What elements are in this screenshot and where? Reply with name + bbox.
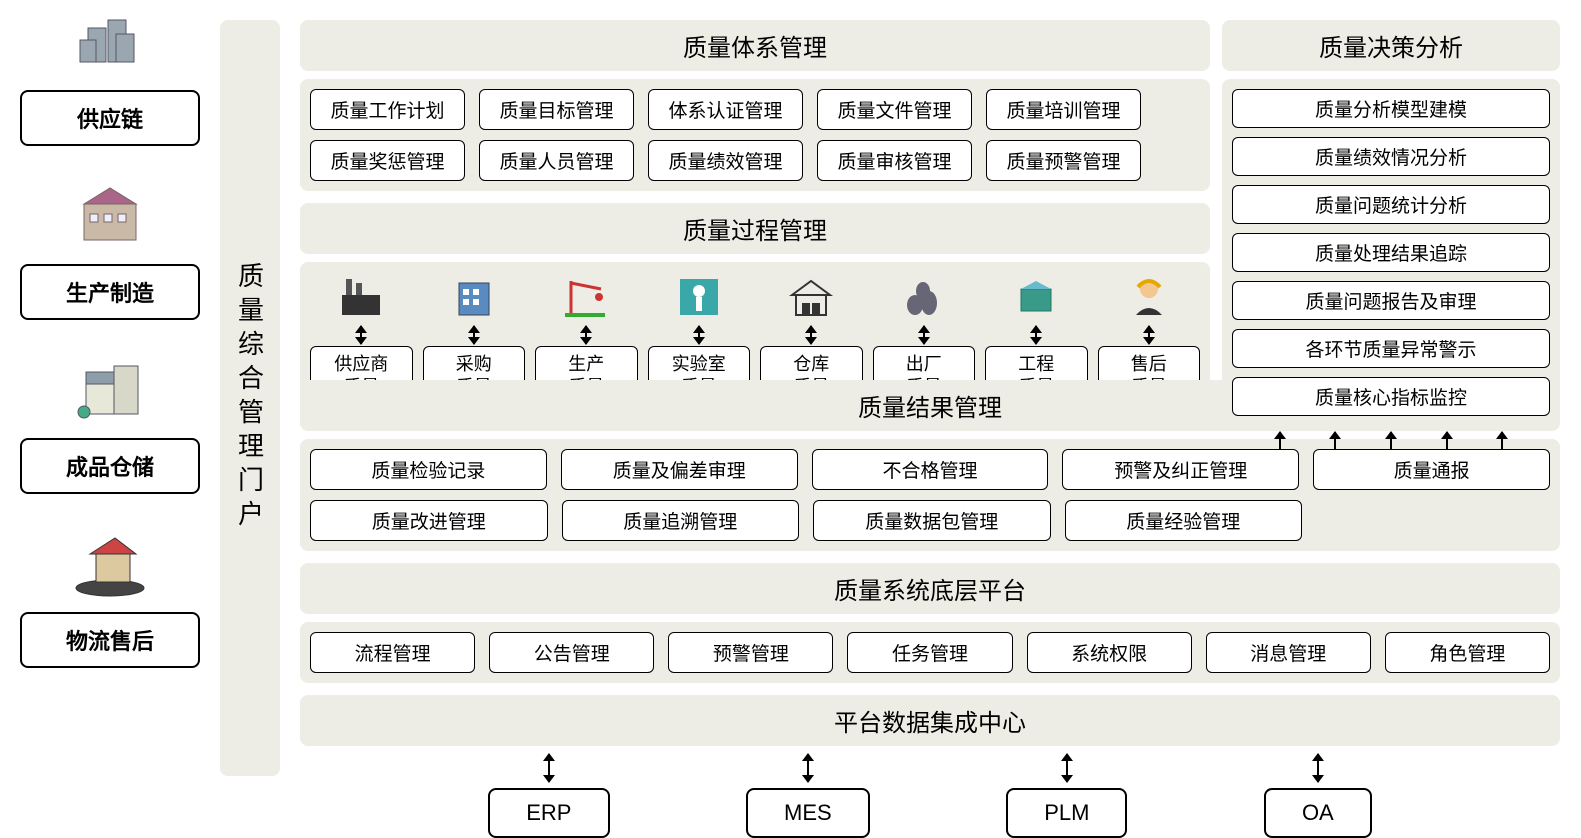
- parts-icon: [894, 272, 954, 322]
- arrow-up-icon: [1390, 432, 1392, 450]
- box-audit-mgmt: 质量审核管理: [817, 140, 972, 181]
- left-label-supply-chain: 供应链: [20, 90, 200, 146]
- package-icon: [1006, 272, 1066, 322]
- box-improve-mgmt: 质量改进管理: [310, 500, 548, 541]
- left-label-manufacturing: 生产制造: [20, 264, 200, 320]
- box-perf-mgmt: 质量绩效管理: [648, 140, 803, 181]
- arrow-up-icon: [1334, 432, 1336, 450]
- result-row-2: 质量改进管理 质量追溯管理 质量数据包管理 质量经验管理: [310, 500, 1302, 541]
- box-quality-target: 质量目标管理: [479, 89, 634, 130]
- warehouse-icon: [781, 272, 841, 322]
- buildings-cluster-icon: [70, 0, 150, 80]
- system-row-1: 质量工作计划 质量目标管理 体系认证管理 质量文件管理 质量培训管理: [310, 89, 1200, 130]
- box-quality-report: 质量通报: [1313, 449, 1550, 490]
- main-content: 质量体系管理 质量工作计划 质量目标管理 体系认证管理 质量文件管理 质量培训管…: [300, 20, 1210, 429]
- crane-icon: [556, 272, 616, 322]
- dec-anomaly-alert: 各环节质量异常警示: [1232, 329, 1550, 368]
- section-title-system-mgmt: 质量体系管理: [300, 20, 1210, 71]
- dec-issue-report: 质量问题报告及审理: [1232, 281, 1550, 320]
- arrow-up-icon: [1279, 432, 1281, 450]
- integ-mes: MES: [746, 754, 870, 838]
- integ-plm: PLM: [1006, 754, 1127, 838]
- left-item-supply-chain: 供应链: [20, 0, 200, 146]
- portal-label: 质量综合管理门户: [232, 262, 269, 534]
- section-title-process-mgmt: 质量过程管理: [300, 203, 1210, 254]
- portal-bar: 质量综合管理门户: [220, 20, 280, 776]
- microscope-icon: [669, 272, 729, 322]
- section-title-decision: 质量决策分析: [1222, 20, 1560, 71]
- integ-erp: ERP: [488, 754, 609, 838]
- integ-oa: OA: [1264, 754, 1372, 838]
- box-trace-mgmt: 质量追溯管理: [562, 500, 800, 541]
- left-item-manufacturing: 生产制造: [20, 174, 200, 320]
- dec-analysis-model: 质量分析模型建模: [1232, 89, 1550, 128]
- box-datapkg-mgmt: 质量数据包管理: [813, 500, 1051, 541]
- left-item-warehouse: 成品仓储: [20, 348, 200, 494]
- box-inspection-record: 质量检验记录: [310, 449, 547, 490]
- left-nav: 供应链 生产制造 成品仓储 物流售后: [20, 0, 200, 796]
- section-body-result-mgmt: 质量检验记录 质量及偏差审理 不合格管理 预警及纠正管理 质量通报 质量改进管理…: [300, 439, 1560, 551]
- dec-perf-analysis: 质量绩效情况分析: [1232, 137, 1550, 176]
- left-item-logistics: 物流售后: [20, 522, 200, 668]
- box-experience-mgmt: 质量经验管理: [1065, 500, 1303, 541]
- box-training-mgmt: 质量培训管理: [986, 89, 1141, 130]
- box-alert-mgmt: 质量预警管理: [986, 140, 1141, 181]
- decision-column: 质量决策分析 质量分析模型建模 质量绩效情况分析 质量问题统计分析 质量处理结果…: [1222, 20, 1560, 450]
- box-task-mgmt: 任务管理: [847, 632, 1012, 673]
- logistics-house-icon: [70, 522, 150, 602]
- arrow-up-icon: [1446, 432, 1448, 450]
- left-label-warehouse: 成品仓储: [20, 438, 200, 494]
- box-doc-mgmt: 质量文件管理: [817, 89, 972, 130]
- result-row-1: 质量检验记录 质量及偏差审理 不合格管理 预警及纠正管理 质量通报: [310, 449, 1550, 490]
- decision-arrows: [1222, 426, 1560, 450]
- left-label-logistics: 物流售后: [20, 612, 200, 668]
- section-body-platform: 流程管理 公告管理 预警管理 任务管理 系统权限 消息管理 角色管理: [300, 622, 1560, 683]
- section-body-system-mgmt: 质量工作计划 质量目标管理 体系认证管理 质量文件管理 质量培训管理 质量奖惩管…: [300, 79, 1210, 191]
- box-nonconformance: 不合格管理: [812, 449, 1049, 490]
- box-cert-mgmt: 体系认证管理: [648, 89, 803, 130]
- box-quality-work-plan: 质量工作计划: [310, 89, 465, 130]
- box-msg-mgmt: 消息管理: [1206, 632, 1371, 673]
- warehouse-building-icon: [70, 348, 150, 428]
- decision-list: 质量分析模型建模 质量绩效情况分析 质量问题统计分析 质量处理结果追踪 质量问题…: [1222, 79, 1560, 426]
- box-corrective-mgmt: 预警及纠正管理: [1062, 449, 1299, 490]
- box-flow-mgmt: 流程管理: [310, 632, 475, 673]
- dec-issue-stats: 质量问题统计分析: [1232, 185, 1550, 224]
- dec-kpi-monitor: 质量核心指标监控: [1232, 377, 1550, 416]
- box-sys-auth: 系统权限: [1027, 632, 1192, 673]
- box-role-mgmt: 角色管理: [1385, 632, 1550, 673]
- support-icon: [1119, 272, 1179, 322]
- box-reward-mgmt: 质量奖惩管理: [310, 140, 465, 181]
- section-title-platform: 质量系统底层平台: [300, 563, 1560, 614]
- factory-building-icon: [70, 174, 150, 254]
- platform-row: 流程管理 公告管理 预警管理 任务管理 系统权限 消息管理 角色管理: [310, 632, 1550, 673]
- box-warn-mgmt: 预警管理: [668, 632, 833, 673]
- section-title-integration: 平台数据集成中心: [300, 695, 1560, 746]
- dec-result-track: 质量处理结果追踪: [1232, 233, 1550, 272]
- box-staff-mgmt: 质量人员管理: [479, 140, 634, 181]
- arrow-up-icon: [1501, 432, 1503, 450]
- box-deviation-review: 质量及偏差审理: [561, 449, 798, 490]
- factory-icon: [331, 272, 391, 322]
- system-row-2: 质量奖惩管理 质量人员管理 质量绩效管理 质量审核管理 质量预警管理: [310, 140, 1200, 181]
- box-notice-mgmt: 公告管理: [489, 632, 654, 673]
- office-icon: [444, 272, 504, 322]
- integration-row: ERP MES PLM OA: [300, 754, 1560, 838]
